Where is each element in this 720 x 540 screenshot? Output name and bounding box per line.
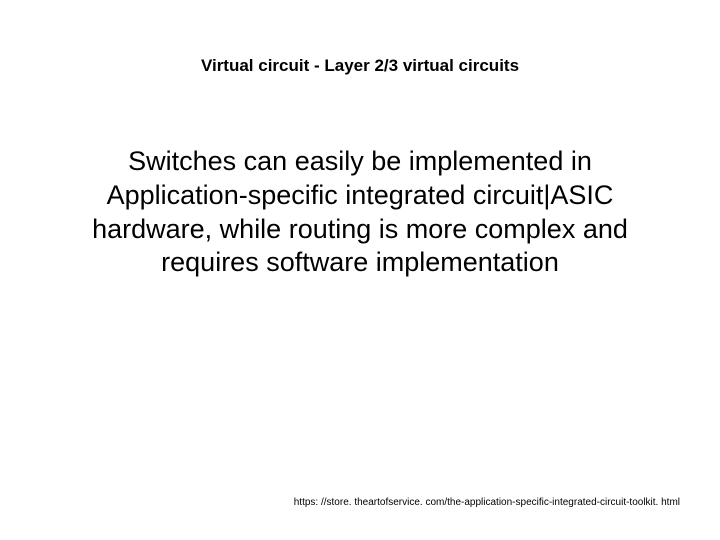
- footer-url: https: //store. theartofservice. com/the…: [294, 497, 680, 508]
- slide-body-text: Switches can easily be implemented in Ap…: [55, 145, 665, 280]
- slide-title: Virtual circuit - Layer 2/3 virtual circ…: [0, 56, 720, 76]
- slide-container: Virtual circuit - Layer 2/3 virtual circ…: [0, 0, 720, 540]
